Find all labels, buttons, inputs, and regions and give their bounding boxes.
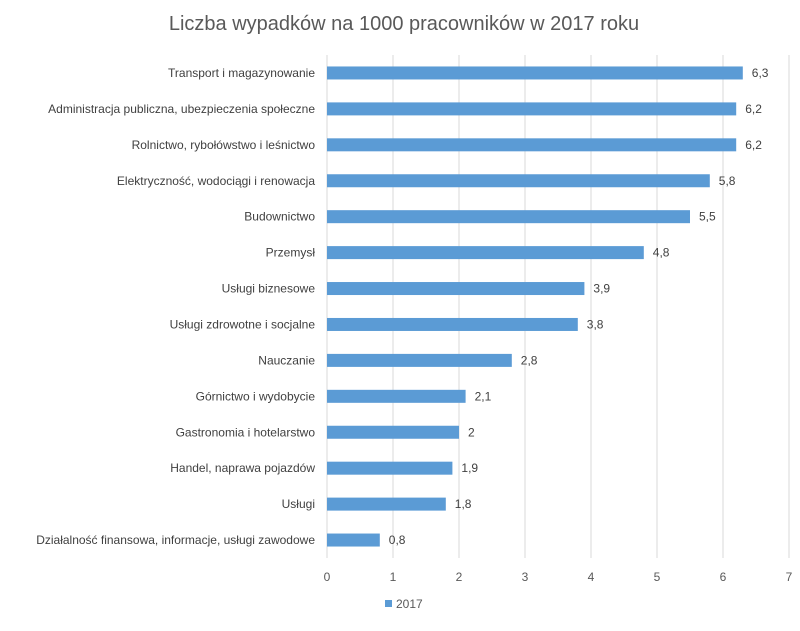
category-label: Gastronomia i hotelarstwo <box>176 425 316 439</box>
legend-label: 2017 <box>396 597 423 611</box>
x-tick-label: 0 <box>324 570 331 584</box>
x-tick-label: 4 <box>588 570 595 584</box>
data-label: 3,8 <box>587 317 604 331</box>
x-tick-label: 6 <box>720 570 727 584</box>
data-label: 2,8 <box>521 353 538 367</box>
bar <box>327 138 737 152</box>
x-axis-ticks: 0 1 2 3 4 5 6 7 <box>324 570 793 584</box>
data-label: 4,8 <box>653 246 670 260</box>
gridlines <box>326 55 790 558</box>
bar <box>327 497 446 511</box>
data-label: 6,3 <box>752 66 769 80</box>
bar <box>327 533 380 547</box>
x-tick-label: 5 <box>654 570 661 584</box>
category-label: Transport i magazynowanie <box>168 66 315 80</box>
category-label: Usługi zdrowotne i socjalne <box>170 317 316 331</box>
bar <box>327 66 743 80</box>
data-label: 0,8 <box>389 533 406 547</box>
category-label: Rolnictwo, rybołówstwo i leśnictwo <box>132 138 316 152</box>
bar <box>327 425 459 439</box>
data-label: 5,8 <box>719 174 736 188</box>
bar <box>327 102 737 116</box>
bar <box>327 389 466 403</box>
data-label: 6,2 <box>745 102 762 116</box>
bar <box>327 210 690 224</box>
category-label: Górnictwo i wydobycie <box>196 389 316 403</box>
legend-swatch <box>385 600 392 607</box>
bar <box>327 282 585 296</box>
x-tick-label: 2 <box>456 570 463 584</box>
category-label: Administracja publiczna, ubezpieczenia s… <box>48 102 315 116</box>
data-label: 2,1 <box>475 389 492 403</box>
bar <box>327 353 512 367</box>
data-label: 3,9 <box>593 282 610 296</box>
data-label: 1,9 <box>461 461 478 475</box>
bars <box>327 66 743 547</box>
category-label: Nauczanie <box>258 353 315 367</box>
bar <box>327 461 453 475</box>
data-label: 1,8 <box>455 497 472 511</box>
category-label: Elektryczność, wodociągi i renowacja <box>117 174 315 188</box>
data-labels: 6,3 6,2 6,2 5,8 5,5 4,8 3,9 3,8 2,8 2,1 2 1,9 1,8 0,8 <box>389 66 769 547</box>
legend: 2017 <box>385 597 423 611</box>
chart-title: Liczba wypadków na 1000 pracowników w 20… <box>169 13 639 35</box>
category-label: Budownictwo <box>244 210 315 224</box>
data-label: 2 <box>468 425 475 439</box>
category-label: Działalność finansowa, informacje, usług… <box>36 533 315 547</box>
bar <box>327 317 578 331</box>
category-label: Przemysł <box>266 246 316 260</box>
category-label: Usługi biznesowe <box>222 282 316 296</box>
category-labels: Transport i magazynowanie Administracja p… <box>36 66 315 547</box>
data-label: 5,5 <box>699 210 716 224</box>
category-label: Usługi <box>282 497 315 511</box>
x-tick-label: 7 <box>786 570 793 584</box>
x-tick-label: 3 <box>522 570 529 584</box>
data-label: 6,2 <box>745 138 762 152</box>
bar <box>327 246 644 260</box>
x-tick-label: 1 <box>390 570 397 584</box>
bar <box>327 174 710 188</box>
category-label: Handel, naprawa pojazdów <box>170 461 315 475</box>
